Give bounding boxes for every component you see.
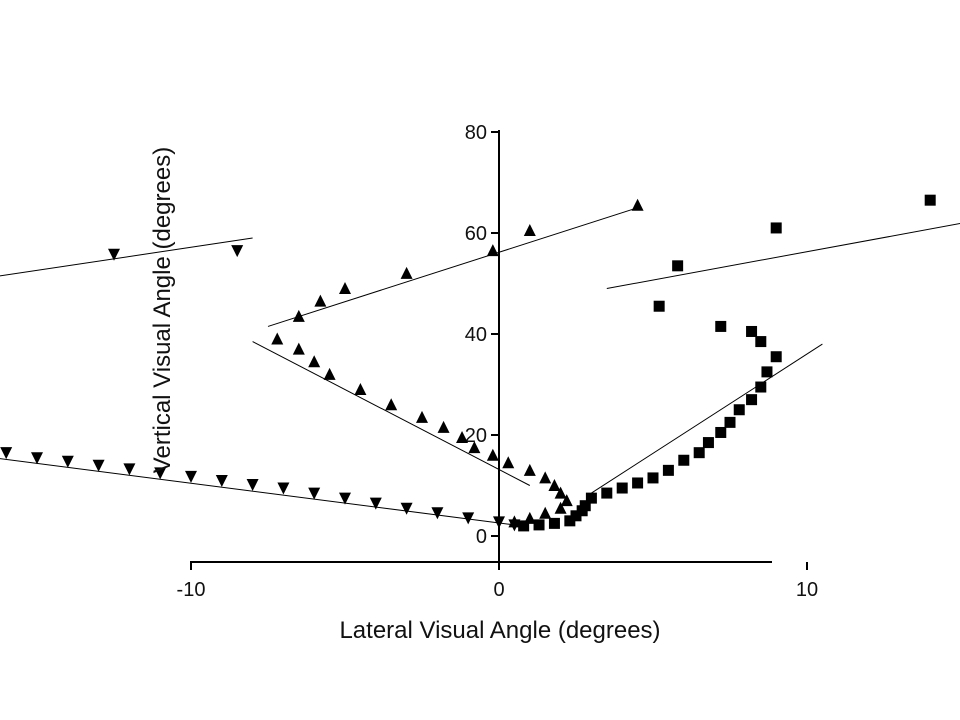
triangle-down-marker — [185, 470, 197, 483]
triangle-down-marker — [154, 467, 167, 480]
fit-line — [267, 207, 638, 327]
ticks: -30-20-100102030020406080 — [177, 122, 819, 601]
triangle-up-marker — [539, 471, 552, 484]
triangle-up-marker — [271, 332, 284, 345]
triangle-up-marker — [631, 198, 644, 211]
triangle-down-marker — [246, 478, 259, 491]
square-marker — [662, 464, 674, 476]
square-marker — [702, 437, 714, 449]
square-marker — [585, 492, 597, 504]
triangle-up-marker — [539, 506, 552, 519]
square-marker — [715, 426, 727, 438]
y-tick-label: 60 — [465, 223, 487, 245]
fit-line — [606, 223, 960, 290]
triangle-up-marker — [308, 355, 321, 368]
square-marker — [924, 194, 936, 206]
y-axis-title: Vertical Visual Angle (degrees) — [149, 147, 176, 473]
triangle-up-marker — [554, 486, 567, 499]
triangle-up-marker — [400, 266, 413, 279]
square-marker — [647, 472, 659, 484]
triangle-up-marker — [468, 441, 481, 454]
triangle-down-marker — [123, 463, 136, 476]
triangle-up-marker — [323, 367, 336, 380]
triangle-down-marker — [31, 452, 43, 465]
triangle-up-marker — [292, 309, 305, 322]
square-marker — [678, 454, 690, 466]
triangle-up-marker — [354, 383, 367, 396]
triangle-up-marker — [560, 494, 573, 507]
axes — [190, 130, 772, 563]
square-marker — [533, 519, 545, 531]
fit-lines — [0, 207, 960, 526]
square-marker — [755, 381, 767, 393]
y-tick-label: 20 — [465, 425, 487, 447]
triangle-down-marker — [339, 492, 351, 505]
square-marker — [564, 515, 576, 527]
triangle-up-marker — [523, 223, 536, 236]
triangle-up-marker — [456, 431, 469, 444]
triangle-down-marker — [231, 245, 244, 258]
triangle-up-marker — [385, 398, 398, 411]
square-marker — [770, 222, 782, 234]
square-marker — [715, 320, 727, 332]
square-marker — [601, 487, 613, 499]
fit-line — [0, 237, 253, 277]
square-marker — [576, 505, 588, 517]
y-tick-label: 0 — [476, 526, 487, 548]
square-marker — [672, 260, 684, 272]
triangle-down-marker — [369, 497, 382, 510]
triangle-down-marker — [277, 482, 290, 495]
triangle-down-marker — [400, 502, 413, 515]
x-tick-label: 0 — [493, 579, 504, 601]
square-marker — [632, 477, 644, 489]
triangle-up-marker — [508, 515, 521, 528]
triangle-up-marker — [486, 244, 499, 257]
y-tick-label: 80 — [465, 122, 487, 144]
square-marker — [761, 366, 773, 378]
square-marker — [693, 447, 705, 459]
triangle-down-marker — [431, 507, 444, 520]
triangle-down-marker — [0, 447, 13, 460]
square-marker — [770, 351, 782, 363]
triangle-down-marker — [462, 512, 475, 525]
square-marker — [733, 404, 745, 416]
fit-line — [0, 458, 515, 526]
triangle-down-marker — [493, 516, 505, 529]
square-marker — [570, 510, 582, 522]
square-marker — [746, 394, 758, 406]
square-marker — [724, 416, 736, 428]
fit-line — [591, 343, 823, 494]
square-marker — [653, 300, 665, 312]
triangle-up-marker — [554, 501, 567, 514]
triangle-down-marker — [92, 459, 105, 472]
x-axis-title: Lateral Visual Angle (degrees) — [339, 617, 660, 644]
triangle-up-marker — [292, 342, 305, 355]
square-marker — [518, 520, 530, 532]
square-marker — [548, 517, 560, 529]
triangle-up-marker — [339, 282, 351, 295]
triangle-down-marker — [61, 455, 74, 468]
triangle-up-marker — [416, 410, 428, 423]
triangle-up-marker — [523, 463, 536, 476]
triangle-down-marker — [308, 487, 321, 500]
triangle-up-marker — [548, 479, 561, 491]
x-tick-label: 10 — [796, 579, 818, 601]
square-marker — [755, 336, 767, 348]
square-marker — [616, 482, 628, 494]
triangle-down-marker — [108, 248, 120, 261]
data-markers — [0, 194, 936, 532]
square-marker — [746, 325, 758, 337]
y-tick-label: 40 — [465, 324, 487, 346]
triangle-up-marker — [486, 448, 499, 461]
triangle-up-marker — [437, 420, 450, 433]
triangle-up-marker — [314, 294, 327, 307]
x-tick-label: -10 — [177, 579, 206, 601]
triangle-up-marker — [502, 456, 515, 469]
fit-line — [252, 341, 531, 486]
triangle-down-marker — [215, 474, 228, 487]
